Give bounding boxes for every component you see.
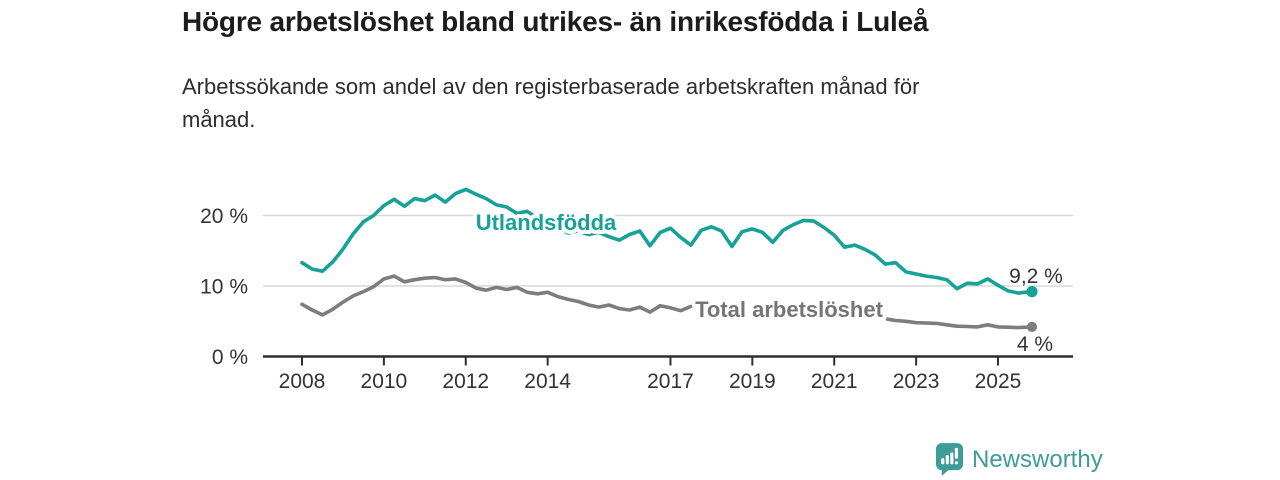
chart-title: Högre arbetslöshet bland utrikes- än inr… xyxy=(182,6,929,37)
x-tick-label: 2010 xyxy=(361,370,408,393)
x-tick-label: 2021 xyxy=(811,370,858,393)
y-tick-label: 20 % xyxy=(200,205,248,228)
newsworthy-logo: Newsworthy xyxy=(936,443,1103,477)
y-tick-label: 10 % xyxy=(200,276,248,299)
series-label-total: Total arbetslöshet xyxy=(695,297,884,322)
brand-name: Newsworthy xyxy=(972,446,1103,473)
series-label-utlandsfodda: Utlandsfödda xyxy=(476,210,617,235)
x-tick-label: 2025 xyxy=(975,370,1022,393)
series-end-dot-utlandsfodda xyxy=(1026,286,1038,298)
x-tick-label: 2017 xyxy=(647,370,694,393)
series-end-dot-total xyxy=(1026,321,1038,332)
chart-subtitle-line1: Arbetssökande som andel av den registerb… xyxy=(182,74,920,99)
bar-chart-speech-bubble-icon xyxy=(936,443,963,476)
x-tick-label: 2008 xyxy=(279,370,326,393)
end-value-label-utlandsfodda: 9,2 % xyxy=(1009,265,1063,288)
series-line-total xyxy=(885,317,1034,330)
x-tick-label: 2012 xyxy=(442,370,489,393)
x-tick-label: 2023 xyxy=(893,370,940,393)
chart-subtitle-line2: månad. xyxy=(182,107,256,132)
chart-subtitle: Arbetssökande som andel av den registerb… xyxy=(182,70,1062,136)
series-line-utlandsfodda xyxy=(300,187,1034,295)
y-tick-label: 0 % xyxy=(212,346,248,369)
x-tick-label: 2014 xyxy=(524,370,571,393)
x-tick-label: 2019 xyxy=(729,370,776,393)
end-value-label-total: 4 % xyxy=(1017,333,1053,356)
series-line-total xyxy=(300,274,693,317)
